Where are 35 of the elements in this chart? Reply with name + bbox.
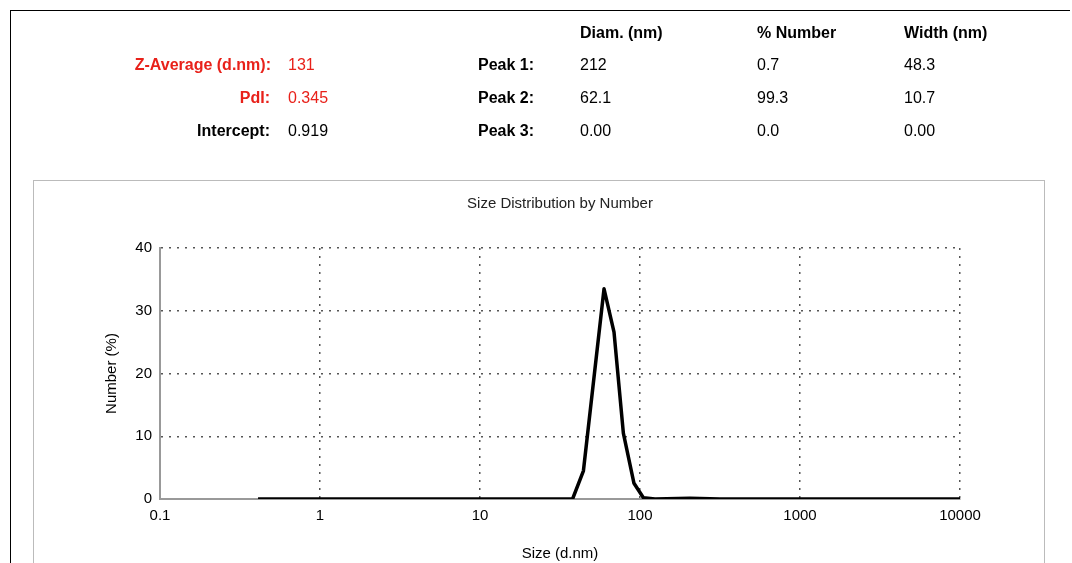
text: Peak 1:: [477, 56, 534, 74]
x-tick-label: 100: [627, 506, 653, 524]
text: Z-Average (d.nm):: [134, 56, 271, 74]
text: Peak 3:: [477, 122, 534, 140]
text: 0.00: [580, 122, 612, 140]
text: 212: [580, 56, 607, 74]
text: 48.3: [904, 56, 936, 74]
text: 0.0: [757, 122, 780, 140]
text: 0.7: [757, 56, 780, 74]
x-axis-title: Size (d.nm): [521, 544, 599, 562]
text: 0.919: [288, 122, 329, 140]
chart-title: Size Distribution by Number: [467, 194, 653, 211]
text: Peak 2:: [477, 89, 534, 107]
y-tick-label: 40: [135, 238, 152, 256]
text: 99.3: [757, 89, 789, 107]
text: 0.00: [904, 122, 936, 140]
text: 10.7: [904, 89, 936, 107]
y-axis-title: Number (%): [102, 333, 120, 414]
text: % Number: [757, 24, 837, 42]
x-tick-label: 1000: [783, 506, 817, 524]
text: Intercept:: [197, 122, 270, 140]
x-tick-label: 10: [471, 506, 489, 524]
text: 0.345: [288, 89, 329, 107]
y-tick-label: 30: [135, 300, 152, 318]
y-tick-label: 20: [135, 363, 152, 381]
y-tick-label: 0: [143, 489, 152, 507]
x-tick-label: 10000: [939, 506, 981, 524]
text: PdI:: [239, 89, 270, 107]
x-tick-label: 0.1: [149, 506, 171, 524]
y-tick-label: 10: [135, 426, 152, 444]
text: Diam. (nm): [580, 24, 663, 42]
text: Width (nm): [904, 24, 988, 42]
text: 62.1: [580, 89, 612, 107]
text: 131: [288, 56, 315, 74]
x-tick-label: 1: [315, 506, 325, 524]
